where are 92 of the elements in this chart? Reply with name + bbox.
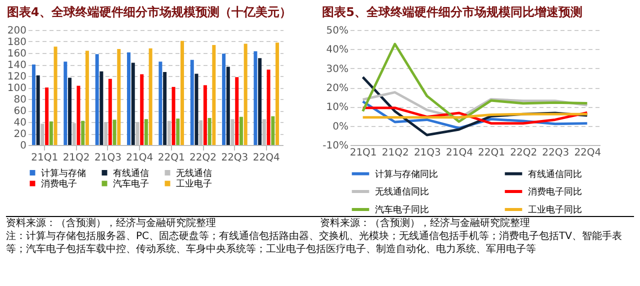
bar (276, 42, 280, 145)
text: 注：计算与存储包括服务器、PC、固态硬盘等；有线通信包括路由器、交换机、光模块；无线通信包括手机等；消费电子包括TV、智能手表等；汽车电子包括车载中控、传动系统、车身中央系统等；工业电子包括医疗电子、制造自动化、电力系统、军用电子等 (6, 230, 623, 256)
bar (112, 120, 116, 145)
bar (64, 62, 68, 145)
legend-label: 计算与存储 (41, 168, 86, 179)
x-tick-label: 22Q1 (158, 152, 185, 164)
bar (68, 78, 72, 145)
bar (158, 62, 162, 145)
bar (222, 54, 226, 145)
y-tick-label: 0% (332, 121, 348, 132)
x-tick-label: 22Q2 (510, 148, 538, 158)
legend-label: 无线通信同比 (375, 186, 429, 198)
y-tick-label: 50% (326, 26, 348, 36)
bar (140, 74, 144, 145)
bar (32, 64, 36, 145)
bar (81, 120, 85, 145)
bar (108, 78, 112, 145)
bar (244, 44, 248, 145)
bar (163, 72, 167, 145)
y-tick-label: 200 (7, 26, 26, 36)
y-tick-label: 0 (20, 140, 26, 152)
x-tick-label: 22Q4 (252, 152, 280, 164)
bar (235, 77, 239, 145)
bar (203, 85, 207, 145)
y-tick-label: 140 (7, 60, 26, 71)
legend-label: 有线通信同比 (528, 168, 582, 180)
line-series (362, 42, 588, 123)
bar (45, 88, 49, 145)
bar (36, 75, 40, 145)
bar (148, 48, 152, 145)
legend-label: 计算与存储同比 (375, 168, 438, 180)
y-tick-label: 60 (14, 106, 26, 117)
bar (194, 74, 198, 145)
legend-label: 有线通信 (113, 168, 149, 179)
bar (172, 86, 176, 145)
chart-title: 图表4、全球终端硬件细分市场规模预测（十亿美元） (6, 5, 292, 19)
y-tick-label: 180 (7, 37, 26, 48)
bar (117, 48, 121, 145)
x-tick-label: 22Q4 (574, 148, 602, 158)
bar (266, 70, 270, 145)
legend-label: 工业电子 (176, 178, 212, 190)
x-tick-label: 21Q3 (414, 148, 441, 158)
bar (95, 54, 99, 145)
y-tick-label: 40% (326, 44, 348, 56)
text: 资料来源：（含预测），经济与金融研究院整理 (320, 217, 531, 230)
x-tick-label: 21Q2 (62, 152, 90, 164)
bar (176, 118, 180, 145)
x-tick-label: 22Q2 (190, 152, 216, 164)
bar (76, 86, 80, 145)
legend-label: 汽车电子 (113, 178, 149, 190)
x-tick-label: 21Q4 (126, 152, 154, 164)
bar (100, 71, 104, 145)
bar (208, 118, 212, 145)
y-tick-label: 100 (7, 83, 26, 94)
x-tick-label: 21Q4 (446, 148, 473, 158)
bar (49, 121, 53, 145)
x-tick-label: 22Q3 (542, 148, 570, 158)
x-tick-label: 21Q2 (382, 148, 409, 158)
y-tick-label: 30% (326, 64, 348, 75)
bar (54, 46, 58, 145)
x-tick-label: 22Q3 (221, 152, 248, 164)
y-tick-label: 120 (7, 72, 26, 82)
bar (144, 119, 148, 145)
x-tick-label: 21Q1 (350, 148, 377, 158)
y-tick-label: 80 (14, 94, 26, 106)
legend-label: 无线通信 (176, 168, 212, 179)
bar (254, 51, 258, 145)
y-tick-label: 160 (7, 48, 26, 60)
y-tick-label: 40 (14, 118, 26, 128)
bar (212, 44, 216, 145)
bar (127, 52, 131, 145)
y-tick-label: 20% (326, 83, 348, 94)
bar (131, 62, 135, 145)
legend-label: 汽车电子同比 (375, 204, 429, 216)
legend-label: 消费电子 (41, 178, 77, 190)
text: 资料来源：（含预测），经济与金融研究院整理 (6, 217, 217, 230)
x-tick-label: 21Q3 (94, 152, 122, 164)
x-tick-label: 22Q1 (478, 148, 506, 158)
bar (239, 116, 243, 145)
bar (258, 58, 262, 145)
x-tick-label: 21Q1 (31, 152, 58, 164)
y-tick-label: 10% (326, 102, 348, 114)
y-tick-label: 20 (14, 129, 26, 140)
bar (271, 116, 275, 145)
bar (190, 60, 194, 145)
legend-label: 消费电子同比 (528, 186, 582, 198)
legend-label: 工业电子同比 (528, 204, 582, 216)
bar (226, 66, 230, 145)
chart-title: 图表5、全球终端硬件细分市场规模同比增速预测 (322, 5, 583, 19)
y-tick-label: -10% (322, 140, 348, 152)
bar (180, 40, 184, 145)
bar (85, 50, 89, 145)
